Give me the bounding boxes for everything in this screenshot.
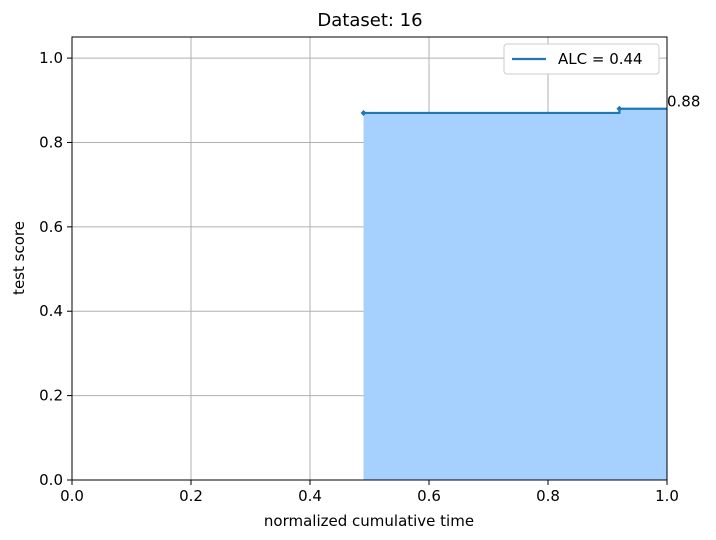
x-tick-label: 0.6 — [417, 487, 441, 505]
x-tick-label: 0.8 — [536, 487, 560, 505]
y-tick-label: 0.4 — [39, 302, 63, 320]
legend-label: ALC = 0.44 — [558, 50, 643, 68]
x-tick-label: 0.2 — [179, 487, 203, 505]
y-axis-label: test score — [10, 221, 28, 295]
y-tick-label: 0.8 — [39, 133, 63, 151]
final-score-annotation: 0.88 — [667, 93, 700, 111]
y-tick-label: 0.0 — [39, 471, 63, 489]
data-point-marker — [360, 109, 367, 116]
chart-title: Dataset: 16 — [317, 10, 422, 31]
x-tick-label: 0.4 — [298, 487, 322, 505]
area-fill — [363, 108, 667, 480]
plot-frame — [71, 36, 668, 481]
data-point-marker — [616, 105, 623, 112]
x-tick-label: 0.0 — [60, 487, 84, 505]
y-tick-label: 0.6 — [39, 218, 63, 236]
legend: ALC = 0.44 — [503, 43, 660, 75]
axis-ticks: 0.0 0.2 0.4 0.6 0.8 1.0 0.0 0.2 0.4 0.6 0.8 1.0 — [39, 49, 679, 505]
y-tick-label: 0.2 — [39, 387, 63, 405]
score-line — [360, 105, 667, 116]
x-tick-label: 1.0 — [655, 487, 679, 505]
annotations: 0.88 — [667, 93, 700, 111]
legend-box — [503, 43, 660, 75]
area-under-curve — [363, 108, 667, 480]
y-tick-label: 1.0 — [39, 49, 63, 67]
x-axis-label: normalized cumulative time — [264, 512, 474, 530]
